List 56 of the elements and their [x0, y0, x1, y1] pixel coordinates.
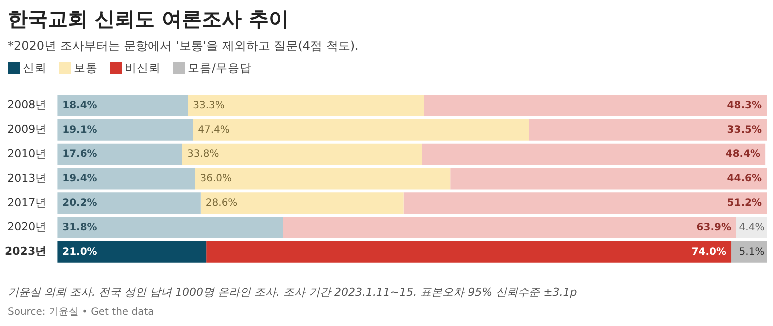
data-label: 19.1%: [62, 124, 98, 136]
data-label: 31.8%: [62, 222, 98, 234]
data-label: 20.2%: [62, 198, 98, 209]
bar: [58, 95, 188, 117]
data-label: 21.0%: [62, 246, 98, 258]
data-label: 47.4%: [198, 124, 230, 136]
bar: [283, 217, 736, 239]
y-tick-label: 2023년: [4, 245, 47, 258]
data-label: 33.8%: [187, 149, 220, 160]
bar: [732, 241, 767, 263]
data-label: 48.4%: [726, 149, 761, 160]
y-tick-label: 2020년: [8, 220, 47, 234]
bar: [182, 144, 422, 166]
legend-label: 비신뢰: [124, 61, 161, 76]
bar: [195, 168, 451, 190]
y-tick-label: 2009년: [8, 123, 47, 136]
bar: [529, 119, 767, 141]
bar: [206, 241, 732, 263]
data-label: 48.3%: [727, 100, 762, 112]
bar: [58, 217, 284, 239]
data-label: 19.4%: [62, 174, 98, 185]
data-label: 18.4%: [62, 100, 98, 112]
source-note: Source: 기윤실 • Get the data: [8, 306, 154, 319]
y-tick-label: 2013년: [8, 172, 47, 185]
data-label: 28.6%: [206, 198, 238, 209]
data-label: 4.4%: [739, 222, 765, 234]
legend-label: 보통: [73, 61, 98, 76]
legend-label: 신뢰: [22, 61, 47, 76]
bar: [58, 144, 182, 166]
bar: [424, 95, 767, 117]
bar: [200, 192, 404, 214]
chart-title: 한국교회 신뢰도 여론조사 추이: [8, 6, 289, 33]
bar: [58, 168, 196, 190]
data-label: 51.2%: [727, 198, 762, 209]
data-label: 5.1%: [739, 246, 765, 258]
bar: [188, 95, 424, 117]
text: 기윤실 의뢰 조사. 전국 성인 남녀 1000명 온라인 조사. 조사 기간 2023.1.11~15. 표본오차 95% 신뢰수준 ±3.1p: [8, 285, 578, 300]
bar: [58, 241, 207, 263]
legend-label: 모름/무응답: [187, 61, 252, 76]
y-tick-label: 2010년: [8, 147, 47, 160]
data-label: 36.0%: [200, 174, 232, 185]
bar: [193, 119, 530, 141]
bar: [450, 168, 767, 190]
data-label: 44.6%: [727, 174, 762, 185]
bar: [58, 119, 194, 141]
data-label: 63.9%: [696, 222, 732, 234]
bar: [404, 192, 767, 214]
bar: [58, 192, 201, 214]
y-tick-label: 2008년: [8, 98, 47, 112]
chart-subtitle: *2020년 조사부터는 문항에서 '보통'을 제외하고 질문(4점 척도).: [8, 38, 359, 55]
data-label: 17.6%: [62, 149, 98, 160]
bar: [422, 144, 766, 166]
y-tick-label: 2017년: [8, 196, 47, 210]
data-label: 33.3%: [193, 100, 225, 112]
data-label: 33.5%: [727, 124, 762, 136]
data-label: 74.0%: [692, 246, 727, 258]
